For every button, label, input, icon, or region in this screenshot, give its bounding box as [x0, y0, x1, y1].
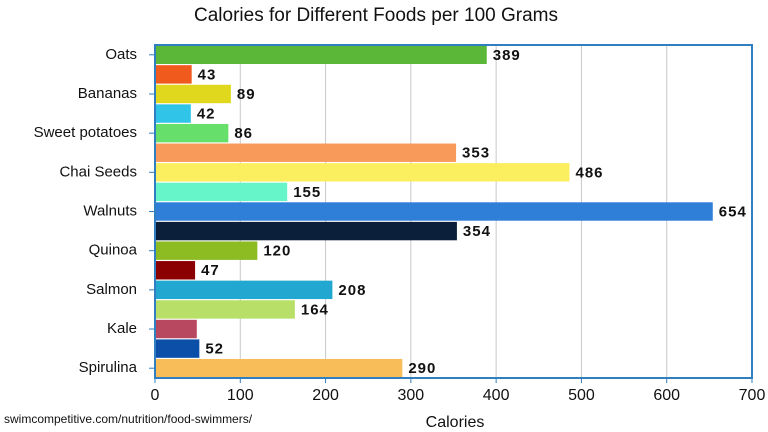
bar [155, 358, 403, 378]
value-label: 353 [462, 145, 490, 162]
bar [155, 261, 196, 280]
y-tick-label: Quinoa [89, 242, 138, 259]
value-label: 86 [234, 125, 253, 142]
value-label: 164 [301, 301, 329, 318]
value-label: 389 [493, 47, 521, 64]
value-label: 654 [719, 203, 747, 220]
bar [155, 104, 191, 123]
x-tick-label: 200 [312, 387, 339, 404]
x-tick-label: 100 [227, 387, 254, 404]
value-label: 290 [408, 360, 436, 377]
value-label: 155 [293, 184, 321, 201]
bar [155, 84, 231, 104]
x-tick-label: 600 [653, 387, 680, 404]
x-tick-label: 0 [151, 387, 160, 404]
value-label: 47 [201, 262, 220, 279]
bar [155, 280, 333, 300]
value-label: 354 [463, 223, 491, 240]
bar [155, 241, 258, 260]
value-label: 52 [205, 341, 224, 358]
value-label: 208 [338, 282, 366, 299]
y-tick-label: Sweet potatoes [34, 124, 137, 141]
value-label: 89 [237, 86, 256, 103]
y-tick-label: Walnuts [83, 202, 137, 219]
y-tick-label: Bananas [78, 85, 137, 102]
x-tick-label: 500 [568, 387, 595, 404]
y-tick-label: Spirulina [79, 359, 138, 376]
bar [155, 202, 713, 221]
bar [155, 123, 229, 143]
y-tick-label: Chai Seeds [59, 163, 137, 180]
bar [155, 163, 570, 182]
bar [155, 300, 295, 319]
value-label: 486 [575, 164, 603, 181]
bar [155, 182, 288, 202]
plot-border [154, 44, 753, 379]
y-tick-label: Oats [105, 46, 137, 63]
value-label: 43 [198, 66, 217, 83]
x-tick-label: 300 [398, 387, 425, 404]
bar [155, 45, 487, 65]
chart-title: Calories for Different Foods per 100 Gra… [194, 5, 558, 26]
bar [155, 221, 457, 241]
y-tick-label: Salmon [86, 281, 137, 298]
source: swimcompetitive.com/nutrition/food-swimm… [4, 412, 253, 426]
x-axis-label: Calories [426, 414, 485, 431]
bar [155, 143, 457, 162]
bar [155, 65, 192, 84]
x-tick-label: 700 [739, 387, 766, 404]
y-tick-label: Kale [107, 320, 137, 337]
value-label: 42 [197, 106, 216, 123]
bar [155, 319, 197, 339]
bar [155, 339, 200, 358]
x-tick-label: 400 [483, 387, 510, 404]
value-label: 120 [263, 243, 291, 260]
